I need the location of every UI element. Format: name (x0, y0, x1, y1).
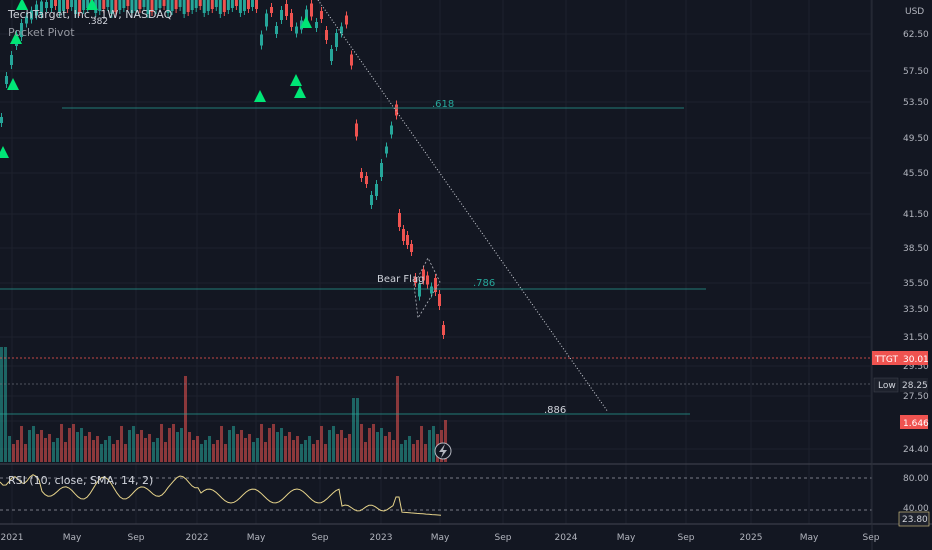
time-tick-label: 2021 (1, 533, 24, 543)
bear-flag-label: Bear Flag (377, 274, 424, 285)
time-tick-label: Sep (678, 533, 695, 543)
price-tick-label: 33.50 (903, 305, 929, 315)
last-price-badge: 30.01 (903, 355, 929, 365)
svg-text:23.80: 23.80 (902, 515, 928, 525)
price-tick-label: 29.50 (903, 362, 929, 372)
time-tick-label: Sep (863, 533, 880, 543)
svg-text:Low: Low (878, 381, 896, 391)
time-tick-label: Sep (312, 533, 329, 543)
time-axis[interactable]: 2021 May Sep 2022 May Sep 2023 May Sep 2024 May Sep… (1, 533, 880, 543)
price-tick-label: 53.50 (903, 98, 929, 108)
svg-text:TTGT: TTGT (874, 355, 898, 365)
fib-618-label: .618 (432, 99, 454, 110)
rsi-tick-label: 40.00 (903, 504, 929, 514)
rsi-badge: 23.80 (898, 511, 930, 527)
price-tick-label: 45.50 (903, 169, 929, 179)
volume-badge: 1.646 (900, 415, 929, 429)
time-tick-label: May (617, 533, 636, 543)
rsi-tick-label: 80.00 (903, 474, 929, 484)
pocket-pivot-markers (0, 0, 312, 158)
time-tick-label: Sep (495, 533, 512, 543)
price-tick-label: 24.40 (903, 445, 929, 455)
price-tick-label: 57.50 (903, 67, 929, 77)
rsi-axis[interactable]: 80.00 40.00 (903, 474, 929, 514)
time-tick-label: 2024 (555, 533, 578, 543)
rsi-line (0, 474, 442, 516)
price-tick-label: 31.50 (903, 333, 929, 343)
trend-line[interactable] (317, 0, 609, 413)
time-tick-label: May (800, 533, 819, 543)
fib-886-label: .886 (544, 405, 566, 416)
low-price-badge: 28.25 (902, 381, 928, 391)
time-tick-label: 2023 (370, 533, 393, 543)
top-fib-label: .382 (88, 17, 108, 27)
price-tick-label: 62.50 (903, 30, 929, 40)
candlesticks (0, 0, 445, 339)
time-tick-label: 2025 (740, 533, 763, 543)
volume-bars (0, 347, 447, 462)
currency-label: USD (905, 7, 924, 17)
svg-text:1.646: 1.646 (903, 419, 929, 429)
price-tick-label: 41.50 (903, 210, 929, 220)
rsi-legend[interactable]: RSI (10, close, SMA, 14, 2) (8, 474, 154, 487)
time-tick-label: May (63, 533, 82, 543)
low-badge: Low 28.25 (873, 377, 928, 393)
time-tick-label: May (247, 533, 266, 543)
time-tick-label: 2022 (186, 533, 209, 543)
price-tick-label: 49.50 (903, 134, 929, 144)
bear-flag-pattern[interactable] (413, 257, 441, 320)
time-tick-label: May (431, 533, 450, 543)
price-tick-label: 27.50 (903, 392, 929, 402)
ticker-badge: TTGT 30.01 (872, 351, 929, 365)
lightning-icon[interactable] (434, 442, 452, 460)
price-tick-label: 38.50 (903, 244, 929, 254)
symbol-title[interactable]: TechTarget, Inc., 1W, NASDAQ (8, 8, 173, 21)
indicator-label[interactable]: Pocket Pivot (8, 26, 75, 39)
vertical-grid (11, 0, 872, 524)
price-tick-label: 35.50 (903, 279, 929, 289)
time-tick-label: Sep (128, 533, 145, 543)
fib-786-label: .786 (473, 278, 495, 289)
horizontal-grid (0, 33, 872, 450)
